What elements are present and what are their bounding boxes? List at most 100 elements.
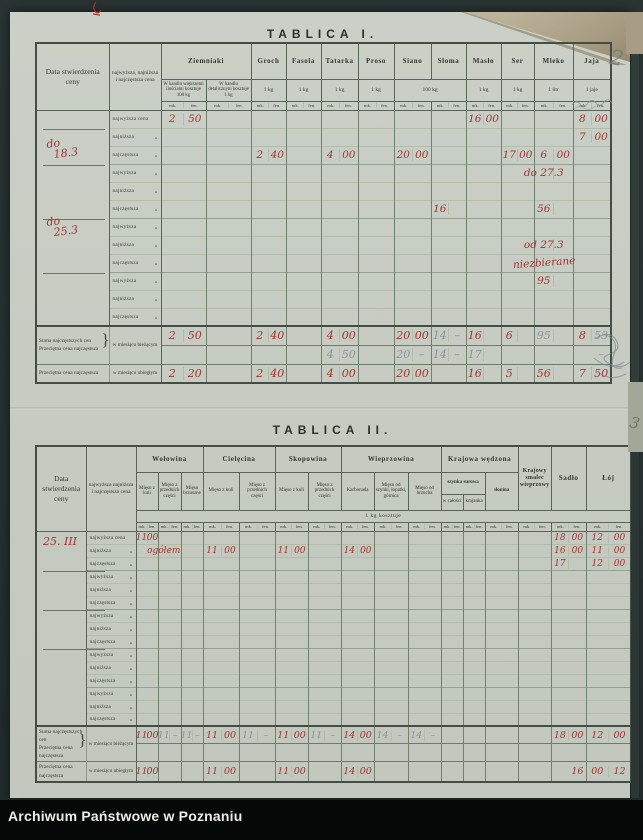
fen-half: 00 [222,766,239,777]
price-cell [500,218,535,236]
price-cell: 14– [430,326,467,345]
price-value: 20 [187,366,202,380]
price-cell [500,182,535,200]
unit-ser: 1 kg [500,78,535,102]
price-cell [160,290,207,308]
fen-half: 00 [609,730,630,741]
price-cell [585,648,632,661]
price-cell [572,218,612,236]
price-value: 14 [410,729,423,741]
price-pair: 20 00 [395,149,431,161]
table-row: najniższa „ [36,700,632,713]
mk-half: 14 [342,545,359,556]
row-label-cell: najczęstsza „ [108,254,162,272]
price-cell [202,570,240,583]
price-pair: 2 50 [162,113,206,125]
summary-row: Suma najczęstszych cen Przeciętna cena na… [36,326,612,364]
table-row: do 18.3 do 25.3 najwyższa cena 2 50 16 00 8 00 [36,110,612,326]
fen-label: fen. [453,103,461,108]
price-value: 00 [613,545,626,556]
mk-half: 11 [135,766,148,778]
price-cell: 11 00 [135,531,159,544]
mkfen-pair: mk. fen. [163,103,205,108]
price-cell [462,661,486,674]
price-cell [500,110,535,128]
mkfen-header: mk. fen. [340,521,375,532]
price-cell [572,164,612,182]
price-cell [550,713,587,726]
price-cell [205,345,252,364]
price-value: 2 [256,366,264,380]
price-value: – [454,348,461,361]
fen-half: 00 [569,730,586,741]
ditto-mark: „ [129,677,133,684]
price-cell [517,761,552,782]
price-cell [484,743,519,762]
price-cell [585,570,632,583]
price-value: 14 [343,545,356,556]
mk-half: 2 [252,149,270,161]
mkfen-header: mk. fen. [320,100,359,111]
price-cell [340,635,375,648]
price-cell [465,272,502,290]
price-cell: 14– [373,726,409,744]
price-cell [373,713,409,726]
sub-skopowina-przednie: Mięso z przednich części [307,471,342,511]
price-cell [517,635,552,648]
ditto-mark: „ [154,188,158,194]
col-mleko: Mleko [533,42,574,80]
price-cell [572,182,612,200]
price-pair: 14 00 [342,766,374,778]
mkfen-pair: mk. fen. [433,103,465,108]
price-cell [393,236,432,254]
price-cell [238,687,276,700]
mk-half: 4 [322,366,341,380]
price-cell [440,531,464,544]
row-label: najczęstsza „ [110,152,161,158]
price-cell: 11– [180,726,204,744]
fen-label: fen. [428,524,436,529]
price-cell [285,364,322,383]
price-cell [307,544,342,557]
mk-half: 11 [276,729,293,741]
price-cell [462,531,486,544]
price-pair: 14– [432,329,466,343]
table-row: najniższa „ [36,661,632,674]
price-value: 00 [613,532,626,543]
price-pair: 2 40 [252,366,286,380]
mk-half: 7 [574,366,593,380]
table-row: najczęstsza „ [36,674,632,687]
price-value: 11 [591,545,603,556]
mkfen-header: mk. fen. [180,521,204,532]
price-cell [373,635,409,648]
brace-glyph: } [78,730,87,749]
price-cell [430,364,467,383]
mkfen-pair: mk. fen. [208,103,250,108]
handwritten-date: do 25.3 [46,213,79,239]
mk-half: 16 [467,366,485,380]
price-cell [517,700,552,713]
price-cell [440,700,464,713]
mkfen-header: mk. fen. [462,521,486,532]
price-cell [320,182,359,200]
price-cell [517,583,552,596]
price-value: 00 [556,149,570,161]
mkfen-pair: mk. fen. [323,103,357,108]
mk-half: 11 [158,729,170,741]
price-cell [585,674,632,687]
price-cell [585,622,632,635]
price-pair: 2 50 [162,329,206,343]
hand-dash [43,609,105,611]
mk-half: 2 [162,329,184,343]
price-cell [533,128,574,146]
price-cell: 20 00 [393,364,432,383]
sub-w-calosci: w całości [440,493,464,511]
price-cell [484,687,519,700]
mkfen-header: mk. fen. [307,521,342,532]
price-cell [373,531,409,544]
mk-label: mk. [487,524,503,529]
price-cell [160,272,207,290]
price-cell [135,596,159,609]
mk-half: 95 [535,275,555,287]
row-label-text: najniższa [89,586,112,593]
